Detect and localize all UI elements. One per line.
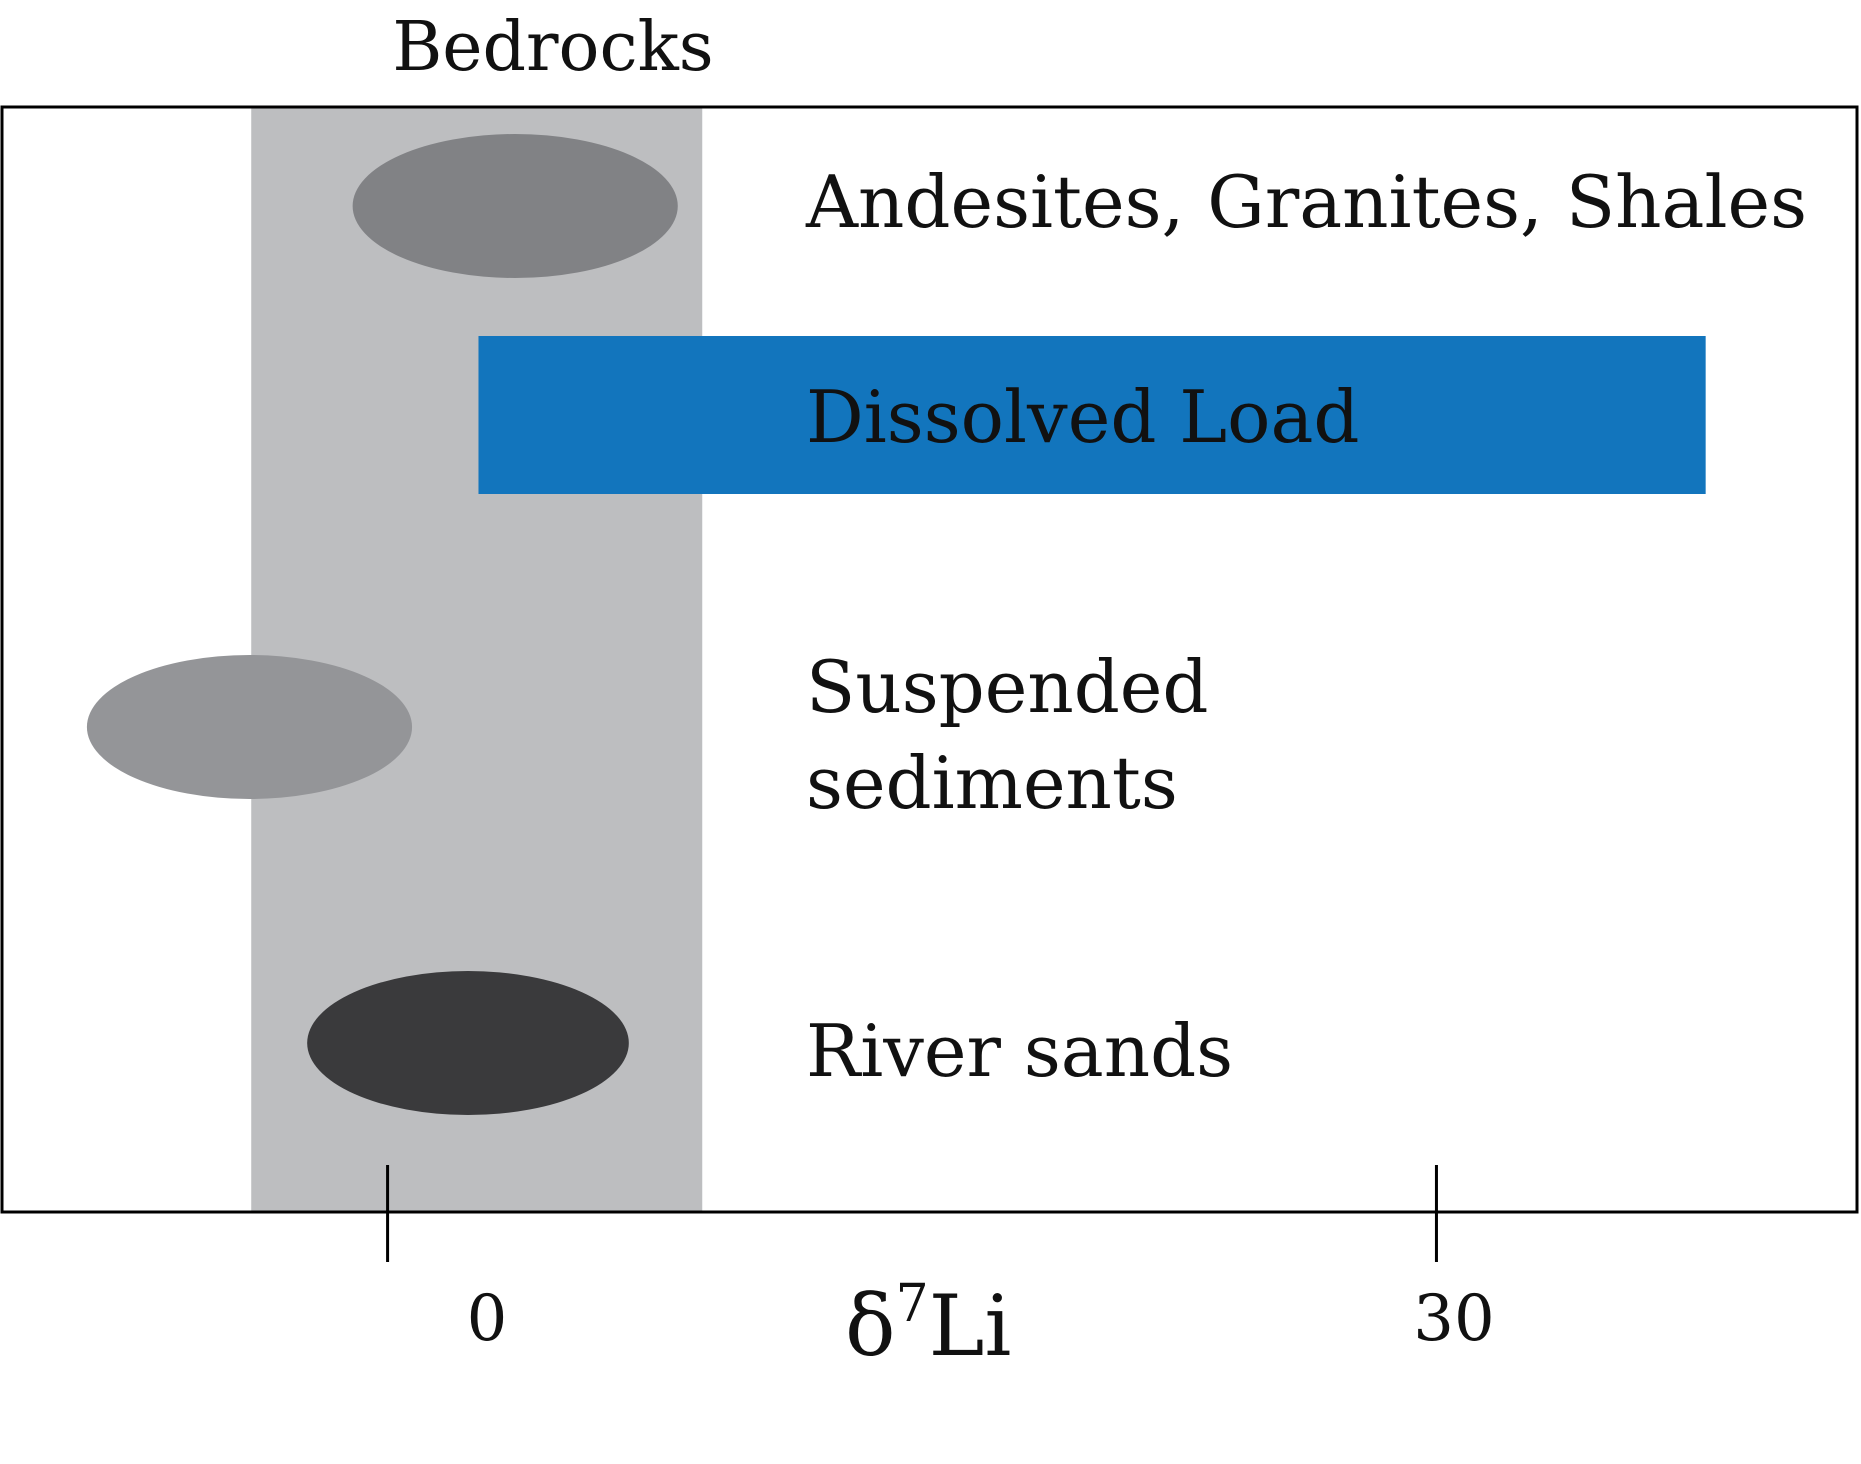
x-axis-label-delta: δ: [845, 1277, 896, 1375]
range-ellipse-andesites-granites-shales: [352, 134, 678, 278]
range-bar-dissolved-load: [478, 336, 1706, 494]
range-ellipse-suspended-sediments: [86, 655, 413, 799]
bedrocks-label: Bedrocks: [392, 8, 713, 87]
entry-label-andesites: Andesites, Granites, Shales: [805, 160, 1807, 244]
plot-frame: [0, 105, 1859, 1214]
x-axis-label-element: Li: [929, 1277, 1012, 1375]
x-axis-label: δ7Li: [845, 1274, 1011, 1375]
tick-label-0: 0: [467, 1282, 508, 1356]
x-axis-label-superscript: 7: [896, 1274, 929, 1334]
entry-label-suspended-line-2: sediments: [806, 741, 1178, 825]
range-ellipse-river-sands: [307, 971, 629, 1115]
tick-label-30: 30: [1413, 1282, 1494, 1356]
entry-label-dissolved-load: Dissolved Load: [806, 375, 1359, 459]
entry-label-river-sands: River sands: [806, 1009, 1233, 1093]
entry-label-suspended-line-1: Suspended: [806, 645, 1209, 729]
